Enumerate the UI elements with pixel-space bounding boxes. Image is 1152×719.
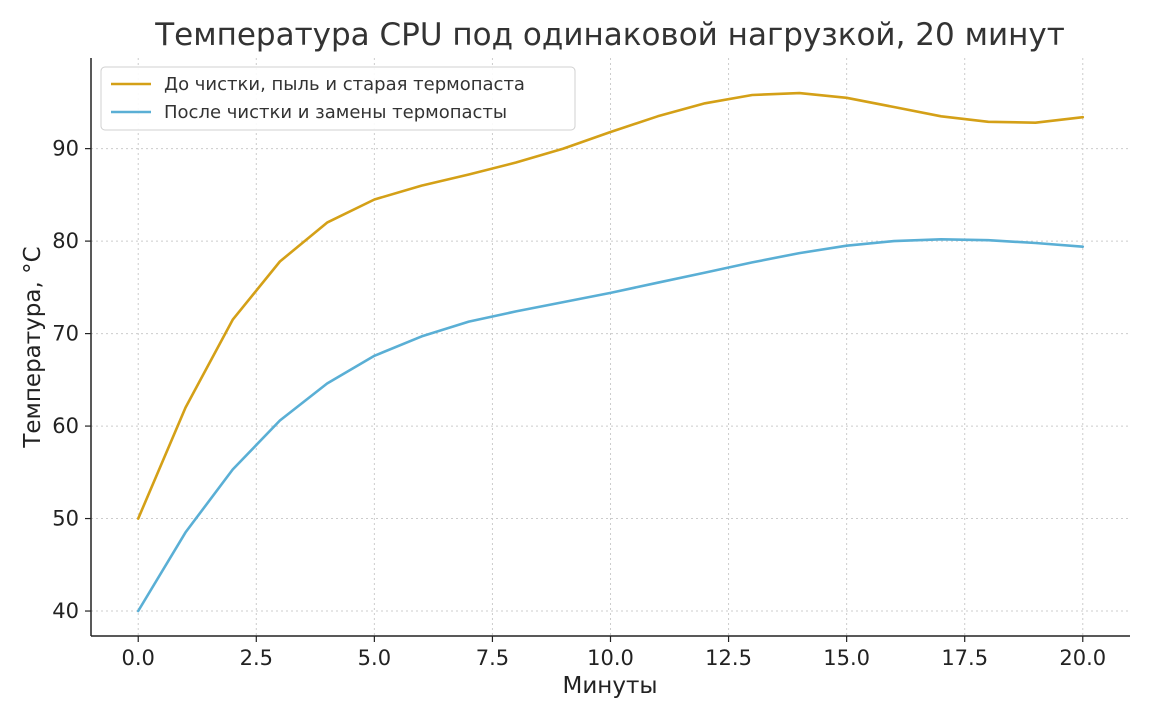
- y-tick-label: 70: [52, 322, 79, 346]
- x-tick-label: 20.0: [1059, 646, 1106, 670]
- legend-box: [100, 66, 576, 131]
- x-tick-label: 0.0: [122, 646, 155, 670]
- legend: До чистки, пыль и старая термопаста Посл…: [100, 66, 576, 131]
- legend-label-before: До чистки, пыль и старая термопаста: [164, 74, 525, 95]
- chart-title: Температура CPU под одинаковой нагрузкой…: [154, 17, 1065, 53]
- series-line-after: [136, 238, 1085, 613]
- x-tick-label: 10.0: [587, 646, 634, 670]
- series-line-before: [136, 91, 1085, 520]
- x-tick-label: 17.5: [941, 646, 988, 670]
- x-tick-label: 12.5: [705, 646, 752, 670]
- legend-label-after: После чистки и замены термопасты: [164, 102, 507, 123]
- x-tick-label: 2.5: [240, 646, 273, 670]
- y-tick-label: 90: [52, 137, 79, 161]
- y-axis-label: Температура, °C: [20, 246, 46, 448]
- grid: [91, 58, 1130, 636]
- series-lines: [136, 91, 1085, 613]
- y-ticks: 40 50 60 70 80 90: [52, 137, 91, 623]
- y-tick-label: 80: [52, 229, 79, 253]
- x-tick-label: 15.0: [823, 646, 870, 670]
- x-ticks: 0.0 2.5 5.0 7.5 10.0 12.5 15.0 17.5 20.0: [122, 636, 1106, 670]
- y-tick-label: 50: [52, 507, 79, 531]
- x-tick-label: 5.0: [358, 646, 391, 670]
- x-axis-label: Минуты: [563, 673, 658, 699]
- x-tick-label: 7.5: [476, 646, 509, 670]
- y-tick-label: 40: [52, 599, 79, 623]
- y-tick-label: 60: [52, 414, 79, 438]
